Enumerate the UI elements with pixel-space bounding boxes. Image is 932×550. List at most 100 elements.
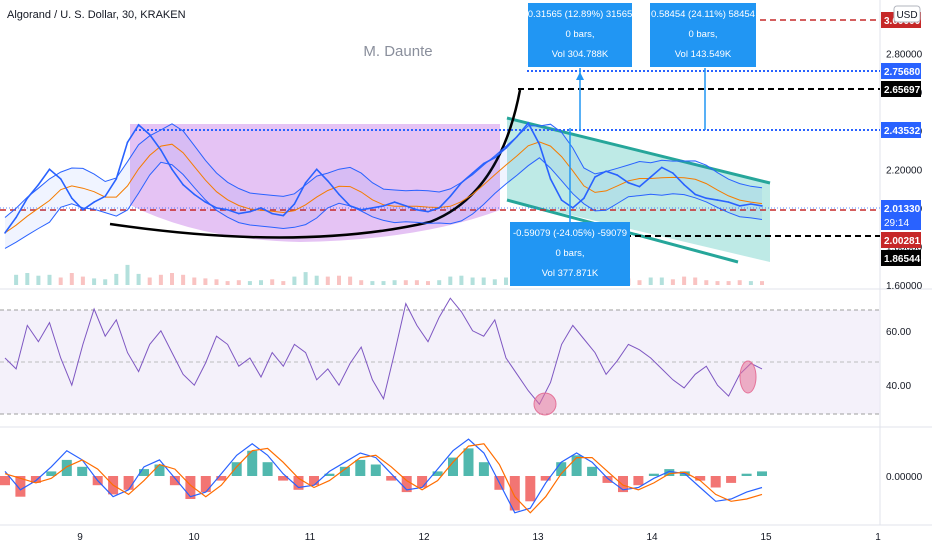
price-point (605, 170, 607, 172)
price-badge-2.43532: 2.43532 (881, 122, 921, 138)
volume-bar (181, 274, 186, 285)
price-badge-2.00281: 2.00281 (881, 232, 921, 248)
time-tick-label: 11 (305, 532, 316, 543)
price-point (327, 180, 329, 182)
price-point (482, 162, 485, 165)
volume-bar (103, 279, 108, 285)
price-point (215, 207, 218, 209)
currency-button[interactable]: USD (893, 5, 921, 23)
volume-bar (470, 277, 475, 285)
volume-bar (715, 281, 720, 285)
price-point (627, 182, 630, 184)
measure-box-1-line1: 0.31565 (12.89%) 31565 (528, 9, 633, 20)
price-point (393, 201, 396, 203)
price-tick-label: 2.20000 (886, 165, 923, 176)
price-badge-2.75680-text: 2.75680 (884, 67, 921, 78)
price-point (649, 176, 652, 178)
descending-channel-area (507, 118, 770, 262)
macd-histogram-bar (664, 469, 675, 476)
price-badge-1.86544-text: 1.86544 (884, 254, 921, 265)
bollinger-fill (5, 123, 762, 249)
volume-bar (392, 280, 397, 285)
price-point (738, 205, 741, 207)
macd-histogram-bar (432, 471, 443, 476)
macd-tick-label: 0.00000 (886, 472, 923, 483)
macd-histogram-bar (602, 476, 613, 483)
time-tick-label: 15 (760, 532, 772, 543)
macd-histogram-bar (757, 471, 767, 476)
macd-histogram-bar (169, 476, 180, 486)
volume-bar (448, 276, 453, 285)
macd-histogram-bar (15, 476, 26, 497)
volume-bar (136, 273, 141, 285)
volume-bar (214, 279, 219, 285)
rsi-divergence-marker-2 (739, 360, 757, 394)
rsi-line (4, 297, 763, 406)
price-point (238, 212, 240, 215)
price-point (572, 207, 574, 209)
price-point (616, 174, 619, 176)
measure-box-1[interactable]: 0.31565 (12.89%) 31565 0 bars, Vol 304.7… (528, 3, 633, 67)
macd-series (0, 438, 767, 514)
volume-bar (114, 273, 119, 285)
macd-histogram-bar (324, 473, 335, 476)
macd-histogram-bar (77, 466, 88, 476)
volume-bar (437, 280, 442, 285)
macd-histogram-bar (509, 476, 520, 511)
macd-histogram-bar (154, 464, 165, 476)
bollinger-lower (4, 157, 763, 249)
price-point (93, 201, 95, 203)
price-point (750, 203, 752, 205)
price-point (115, 178, 118, 180)
measure-box-2[interactable]: 0.58454 (24.11%) 58454 0 bars, Vol 143.5… (650, 3, 756, 67)
cup-curve-line (109, 89, 522, 239)
price-point (59, 178, 62, 180)
signal-line (4, 443, 763, 514)
time-axis-ticks: 9 10 11 12 13 14 15 1 (77, 532, 881, 543)
volume-bar (225, 281, 230, 285)
price-point (160, 149, 162, 151)
price-point (104, 195, 106, 198)
price-point (727, 201, 730, 203)
macd-histogram-bar (417, 476, 428, 488)
macd-histogram-bar (293, 476, 304, 490)
price-point (349, 205, 351, 207)
volume-bar (192, 277, 197, 285)
macd-histogram-bar (247, 450, 258, 476)
volume-bar (670, 279, 675, 285)
price-point (716, 199, 719, 201)
channel-upper-line (506, 116, 771, 185)
volume-bar (682, 276, 687, 285)
volume-bar (25, 273, 30, 285)
rsi-tick-label: 40.00 (886, 381, 911, 392)
volume-bar (259, 280, 263, 285)
macd-histogram-bar (278, 476, 289, 481)
macd-histogram-bar (0, 476, 10, 486)
volume-bar (370, 281, 375, 285)
time-tick-label: 14 (646, 532, 658, 543)
measure-box-3[interactable]: -0.59079 (-24.05%) -59079 0 bars, Vol 37… (510, 222, 630, 286)
price-point (460, 182, 463, 184)
volume-bar (14, 274, 19, 285)
price-point (516, 135, 518, 138)
bollinger-upper (4, 123, 763, 218)
price-point (282, 214, 285, 217)
price-point (148, 133, 151, 136)
price-point (71, 197, 73, 199)
price-point (683, 183, 685, 186)
volume-bar (348, 276, 353, 285)
volume-bar (337, 275, 341, 285)
price-point (293, 203, 296, 205)
time-tick-label: 1 (875, 532, 881, 543)
price-point (182, 183, 184, 186)
macd-histogram-bar (355, 459, 366, 476)
price-point (494, 156, 496, 159)
volume-bar (147, 277, 152, 285)
macd-histogram-bar (200, 476, 211, 493)
macd-histogram-bar (401, 476, 412, 493)
volume-bar (314, 275, 319, 285)
macd-histogram-bar (216, 476, 227, 481)
price-point (538, 143, 541, 145)
macd-histogram-bar (571, 455, 582, 476)
